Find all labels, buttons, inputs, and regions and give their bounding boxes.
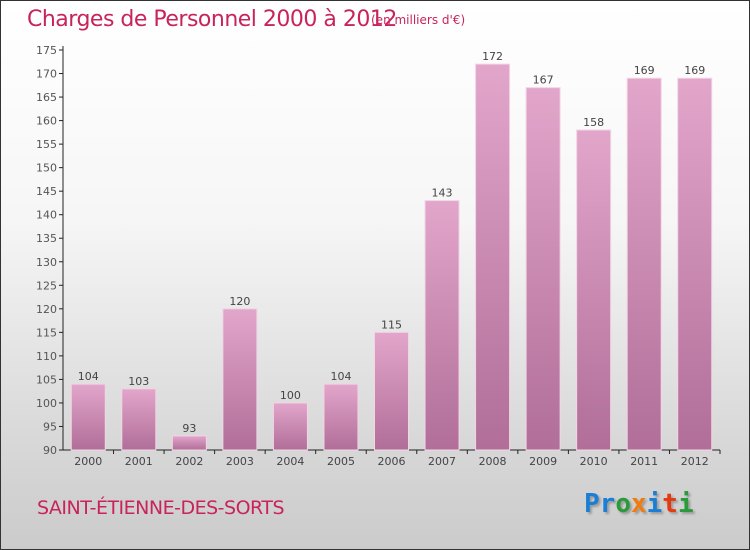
data-label: 104	[330, 370, 351, 383]
x-tick-label: 2007	[428, 455, 456, 468]
bar-2003	[222, 308, 258, 451]
y-tick-label: 170	[36, 68, 57, 81]
data-label: 158	[583, 116, 604, 129]
y-tick-label: 135	[36, 232, 57, 245]
y-tick-label: 105	[36, 373, 57, 386]
y-tick-label: 130	[36, 256, 57, 269]
x-tick-label: 2010	[580, 455, 608, 468]
data-label: 120	[229, 295, 250, 308]
bar-2004	[272, 402, 308, 451]
x-tick-label: 2011	[630, 455, 658, 468]
proxiti-logo[interactable]: Proxiti	[584, 489, 694, 519]
bar-2005	[323, 383, 359, 451]
y-tick-label: 120	[36, 303, 57, 316]
data-label: 104	[78, 370, 99, 383]
bar-2011	[626, 77, 662, 451]
logo-letter: x	[630, 489, 647, 519]
data-label: 167	[533, 74, 554, 87]
data-label: 115	[381, 318, 402, 331]
x-tick-label: 2006	[378, 455, 406, 468]
bar-2002	[171, 435, 207, 451]
x-tick-label: 2005	[327, 455, 355, 468]
chart-title: Charges de Personnel 2000 à 2012	[27, 7, 397, 32]
y-tick-label: 140	[36, 209, 57, 222]
data-label: 93	[182, 422, 196, 435]
y-tick-label: 100	[36, 397, 57, 410]
x-tick-label: 2008	[479, 455, 507, 468]
city-name: SAINT-ÉTIENNE-DES-SORTS	[37, 497, 285, 519]
y-tick-label: 125	[36, 279, 57, 292]
x-tick-label: 2003	[226, 455, 254, 468]
bar-2006	[374, 331, 409, 451]
data-label: 169	[634, 64, 655, 77]
y-tick-label: 160	[36, 115, 57, 128]
logo-letter: P	[584, 489, 600, 519]
logo-letter: o	[615, 489, 631, 519]
y-tick-label: 175	[36, 44, 57, 57]
y-tick-label: 115	[36, 326, 57, 339]
y-tick-label: 110	[36, 350, 57, 363]
y-tick-label: 95	[43, 420, 57, 433]
x-tick-label: 2000	[74, 455, 102, 468]
y-tick-label: 145	[36, 185, 57, 198]
logo-letter: i	[646, 489, 663, 519]
bar-2001	[121, 388, 157, 451]
x-tick-label: 2001	[125, 455, 153, 468]
x-tick-label: 2002	[175, 455, 203, 468]
bar-2007	[424, 200, 460, 451]
data-label: 172	[482, 50, 503, 63]
logo-letter: i	[677, 489, 694, 519]
y-tick-label: 90	[43, 444, 57, 457]
data-label: 100	[280, 389, 301, 402]
y-tick-label: 155	[36, 138, 57, 151]
chart-unit: (en milliers d'€)	[371, 13, 466, 27]
x-tick-label: 2009	[529, 455, 557, 468]
x-tick-label: 2004	[276, 455, 304, 468]
data-label: 143	[432, 187, 453, 200]
bar-2010	[576, 129, 612, 451]
data-label: 169	[684, 64, 705, 77]
y-tick-label: 165	[36, 91, 57, 104]
x-tick-label: 2012	[681, 455, 709, 468]
data-label: 103	[128, 375, 149, 388]
logo-letter: r	[599, 489, 616, 519]
logo-letter: t	[662, 489, 678, 519]
bar-2000	[70, 383, 106, 451]
y-tick-label: 150	[36, 162, 57, 175]
bar-2008	[475, 63, 511, 451]
bar-2009	[525, 87, 561, 451]
bar-2012	[677, 77, 713, 451]
